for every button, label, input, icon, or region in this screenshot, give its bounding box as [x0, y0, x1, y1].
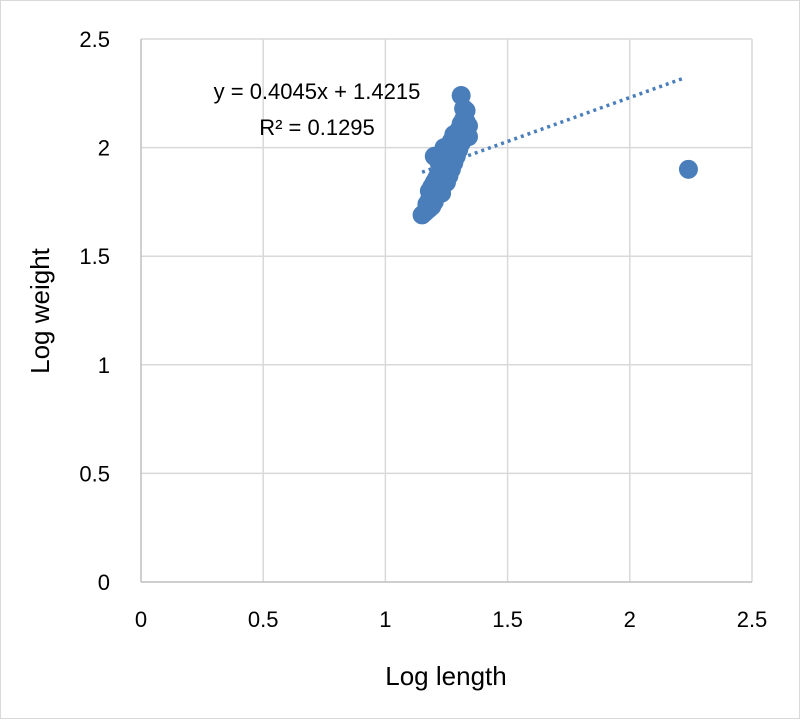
x-tick-label: 1	[379, 607, 391, 632]
trendline	[421, 76, 685, 174]
y-tick-label: 0.5	[79, 461, 110, 486]
x-tick-label: 0	[135, 607, 147, 632]
x-tick-label: 1.5	[492, 607, 523, 632]
gridlines	[140, 38, 753, 583]
y-tick-label: 2	[98, 136, 110, 161]
trendline-group	[421, 76, 685, 174]
data-point	[458, 116, 478, 136]
y-tick-label: 1	[98, 353, 110, 378]
data-point	[678, 159, 698, 179]
y-tick-label: 2.5	[79, 27, 110, 52]
x-tick-label: 2.5	[737, 607, 768, 632]
x-tick-labels: 0 0.5 1 1.5 2 2.5	[135, 607, 767, 632]
data-point	[456, 101, 476, 121]
trendline-r2: R² = 0.1295	[259, 115, 375, 140]
x-axis-title: Log length	[385, 661, 506, 691]
y-tick-label: 1.5	[79, 244, 110, 269]
x-tick-label: 2	[624, 607, 636, 632]
data-points	[412, 85, 698, 225]
y-tick-label: 0	[98, 570, 110, 595]
y-axis-title: Log weight	[25, 247, 55, 374]
trendline-equation: y = 0.4045x + 1.4215	[214, 79, 421, 104]
y-tick-labels: 0 0.5 1 1.5 2 2.5	[79, 27, 110, 595]
x-tick-label: 0.5	[248, 607, 279, 632]
